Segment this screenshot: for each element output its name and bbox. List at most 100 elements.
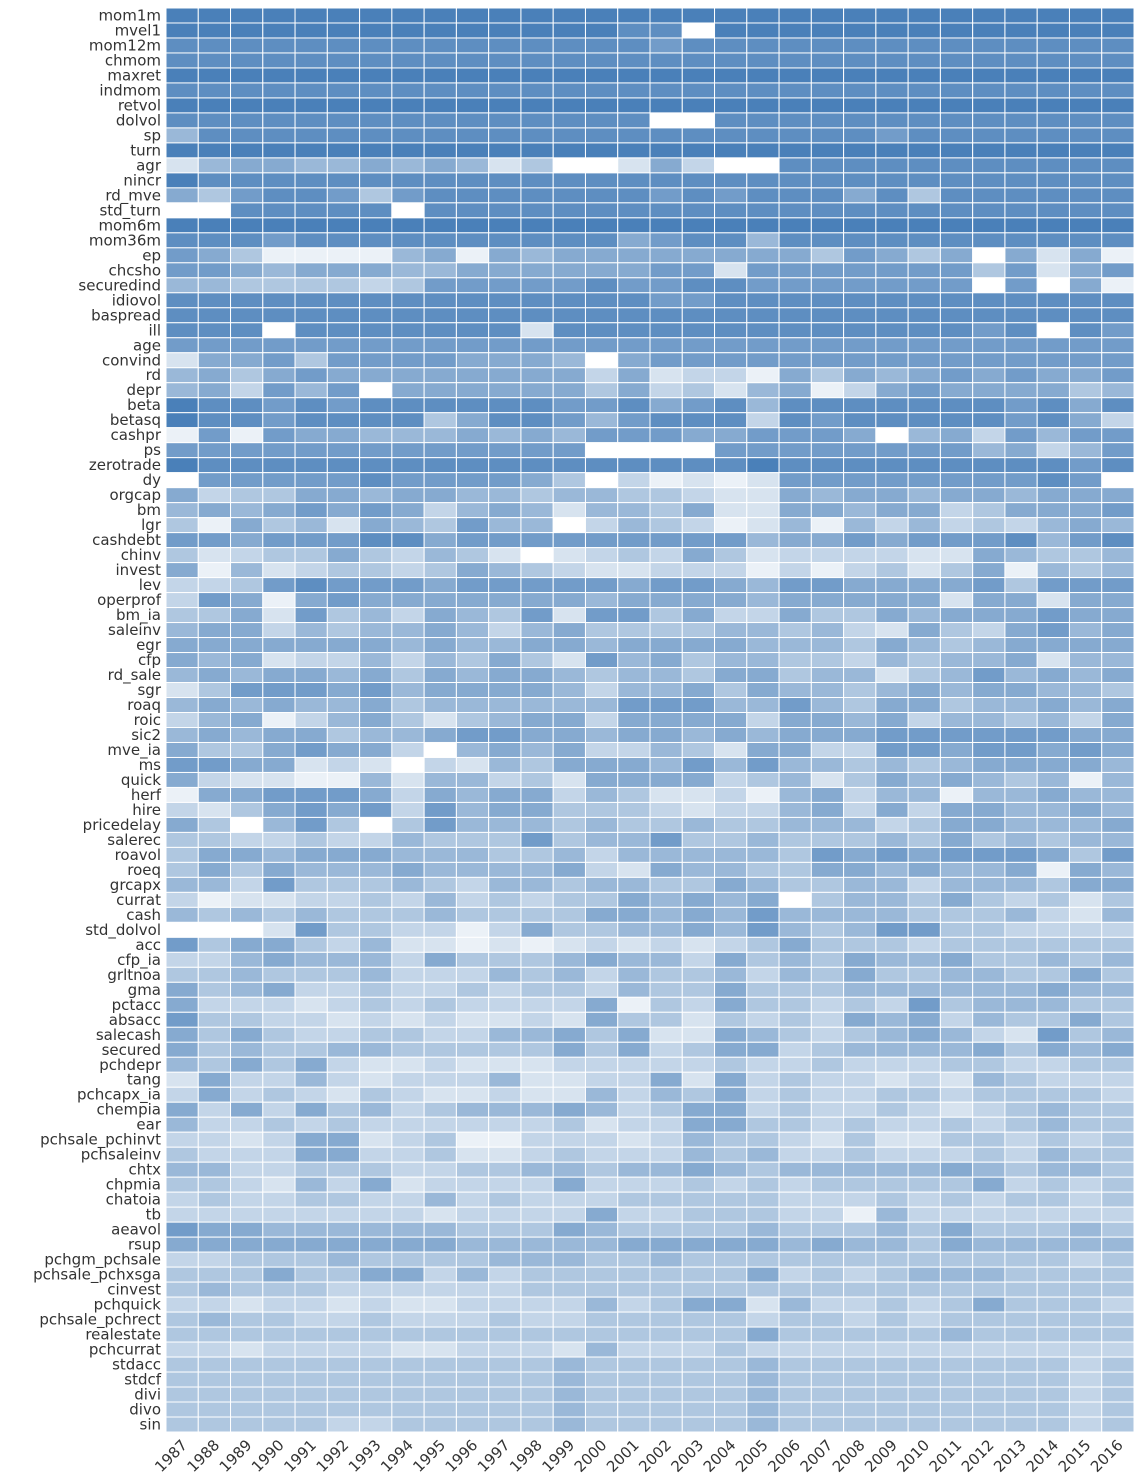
cell bbox=[423, 532, 457, 549]
cell bbox=[326, 1191, 361, 1208]
cell bbox=[649, 756, 683, 773]
cell bbox=[810, 217, 845, 234]
cell bbox=[907, 202, 941, 219]
y-tick-label: dy bbox=[143, 471, 162, 489]
cell bbox=[262, 1131, 296, 1148]
cell bbox=[1068, 921, 1103, 938]
cell bbox=[714, 906, 748, 923]
cell bbox=[1068, 502, 1103, 519]
cell bbox=[294, 1326, 328, 1343]
cell bbox=[165, 1356, 199, 1373]
cell bbox=[1068, 1086, 1103, 1103]
cell bbox=[584, 1206, 619, 1223]
cell bbox=[165, 172, 199, 189]
cell bbox=[391, 712, 425, 728]
cell bbox=[359, 187, 393, 204]
cell bbox=[423, 127, 457, 144]
cell bbox=[326, 697, 361, 714]
cell bbox=[1036, 861, 1070, 878]
cell bbox=[714, 472, 748, 489]
cell bbox=[552, 172, 586, 189]
cell bbox=[1101, 487, 1134, 504]
cell bbox=[810, 517, 845, 534]
cell bbox=[584, 906, 619, 923]
cell bbox=[875, 652, 909, 669]
cell bbox=[488, 442, 522, 459]
cell bbox=[939, 1296, 974, 1313]
cell bbox=[617, 442, 651, 459]
cell bbox=[359, 1146, 393, 1163]
cell bbox=[1004, 1341, 1038, 1358]
cell bbox=[617, 592, 651, 609]
cell bbox=[649, 577, 683, 594]
cell bbox=[230, 996, 264, 1013]
cell bbox=[197, 457, 232, 474]
cell bbox=[810, 861, 845, 878]
cell bbox=[617, 906, 651, 923]
cell bbox=[681, 247, 716, 264]
cell bbox=[326, 712, 361, 728]
cell bbox=[326, 1071, 361, 1088]
cell bbox=[714, 1206, 748, 1223]
cell bbox=[488, 1341, 522, 1358]
cell bbox=[552, 1131, 586, 1148]
cell bbox=[1068, 846, 1103, 863]
cell bbox=[810, 532, 845, 549]
cell bbox=[1004, 202, 1038, 219]
cell bbox=[197, 622, 232, 639]
cell bbox=[455, 936, 490, 953]
cell bbox=[810, 1326, 845, 1343]
cell bbox=[1068, 682, 1103, 699]
cell bbox=[1101, 846, 1134, 863]
cell bbox=[972, 187, 1006, 204]
cell bbox=[391, 1251, 425, 1268]
cell bbox=[391, 382, 425, 399]
cell bbox=[810, 397, 845, 414]
y-tick-label: chpmia bbox=[106, 1176, 161, 1194]
cell bbox=[714, 307, 748, 324]
cell bbox=[455, 502, 490, 519]
cell bbox=[875, 1401, 909, 1418]
cell bbox=[1036, 67, 1070, 84]
cell bbox=[391, 1191, 425, 1208]
cell bbox=[552, 876, 586, 893]
cell bbox=[714, 412, 748, 429]
cell bbox=[326, 382, 361, 399]
cell bbox=[552, 1341, 586, 1358]
cell bbox=[165, 67, 199, 84]
cell bbox=[423, 1011, 457, 1028]
cell bbox=[391, 322, 425, 339]
cell bbox=[907, 906, 941, 923]
cell bbox=[197, 667, 232, 684]
cell bbox=[165, 981, 199, 998]
cell bbox=[262, 712, 296, 728]
cell bbox=[391, 82, 425, 99]
x-tick-label: 2008 bbox=[829, 1436, 869, 1476]
cell bbox=[681, 771, 716, 788]
cell bbox=[294, 1371, 328, 1388]
cell bbox=[1004, 1011, 1038, 1028]
cell bbox=[778, 322, 812, 339]
cell bbox=[391, 412, 425, 429]
cell bbox=[165, 142, 199, 159]
cell bbox=[197, 7, 232, 24]
cell bbox=[1068, 1311, 1103, 1328]
cell bbox=[520, 1041, 554, 1058]
cell bbox=[423, 816, 457, 833]
cell bbox=[810, 247, 845, 264]
cell bbox=[326, 622, 361, 639]
cell bbox=[391, 532, 425, 549]
cell bbox=[1036, 1041, 1070, 1058]
cell bbox=[552, 187, 586, 204]
cell bbox=[1036, 667, 1070, 684]
cell bbox=[552, 67, 586, 84]
cell bbox=[423, 427, 457, 444]
cell bbox=[584, 22, 619, 39]
cell bbox=[520, 1176, 554, 1193]
cell bbox=[455, 667, 490, 684]
cell bbox=[778, 367, 812, 384]
cell bbox=[617, 397, 651, 414]
cell bbox=[294, 337, 328, 354]
cell bbox=[359, 307, 393, 324]
cell bbox=[972, 532, 1006, 549]
